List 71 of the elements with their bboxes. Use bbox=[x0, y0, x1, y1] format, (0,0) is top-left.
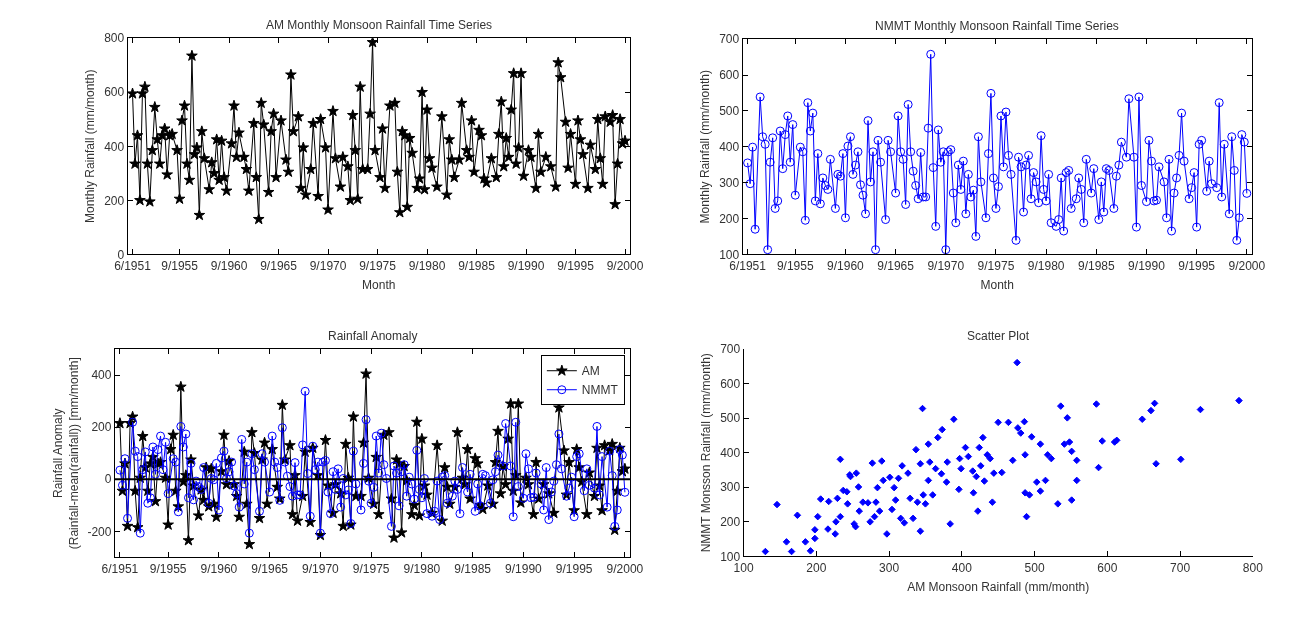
x-tick-label: 9/1990 bbox=[505, 561, 543, 576]
y-tick-label: 700 bbox=[720, 342, 741, 357]
y-tick-label: 500 bbox=[719, 104, 740, 119]
x-tick-label: 9/1995 bbox=[555, 561, 593, 576]
x-tick-label: 9/1960 bbox=[827, 258, 865, 273]
x-tick-label: 9/2000 bbox=[1228, 258, 1266, 273]
x-tick-label: 9/1985 bbox=[458, 258, 496, 273]
x-tick-label: 9/1970 bbox=[309, 258, 347, 273]
x-tick-label: 9/1995 bbox=[557, 258, 595, 273]
x-tick-label: 9/1970 bbox=[302, 561, 340, 576]
y-axis-title: Monthly Rainfall (mm/month) bbox=[698, 70, 713, 224]
y-tick-label: 400 bbox=[720, 445, 741, 460]
y-tick-label: 500 bbox=[720, 411, 741, 426]
chart-title: Rainfall Anomaly bbox=[328, 329, 418, 343]
x-tick-label: 9/1990 bbox=[1128, 258, 1166, 273]
y-tick-label: 200 bbox=[104, 193, 125, 208]
chart-title: NMMT Monthly Monsoon Rainfall Time Series bbox=[875, 19, 1119, 33]
y-tick-label: 600 bbox=[104, 85, 125, 100]
x-tick-label: 400 bbox=[951, 560, 973, 575]
x-tick-label: 9/1980 bbox=[408, 258, 446, 273]
x-tick-label: 800 bbox=[1242, 560, 1264, 575]
x-tick-label: 9/1980 bbox=[403, 561, 441, 576]
x-tick-label: 300 bbox=[879, 560, 900, 575]
chart-title: Scatter Plot bbox=[967, 329, 1030, 343]
y-tick-label: 200 bbox=[720, 515, 741, 530]
legend-label: NMMT bbox=[581, 383, 619, 398]
y-tick-label: 400 bbox=[104, 139, 125, 154]
x-axis-title: Month bbox=[362, 277, 396, 292]
x-tick-label: 9/2000 bbox=[606, 561, 644, 576]
x-tick-label: 200 bbox=[806, 560, 827, 575]
x-tick-label: 9/1985 bbox=[1077, 258, 1115, 273]
y-tick-label: 0 bbox=[104, 472, 112, 487]
y-tick-label: 600 bbox=[719, 68, 740, 83]
y-tick-label: -200 bbox=[87, 524, 112, 539]
y-axis-title: Rainfall Anomaly (Rainfall-mean(rainfall)) [mm/month] bbox=[51, 357, 81, 550]
x-tick-label: 9/1975 bbox=[977, 258, 1015, 273]
x-tick-label: 9/1990 bbox=[507, 258, 545, 273]
x-tick-label: 9/1955 bbox=[149, 561, 187, 576]
x-tick-label: 500 bbox=[1024, 560, 1045, 575]
x-axis-title: Month bbox=[980, 277, 1014, 292]
y-tick-label: 700 bbox=[719, 32, 740, 47]
x-tick-label: 9/1975 bbox=[359, 258, 397, 273]
x-tick-label: 700 bbox=[1170, 560, 1191, 575]
x-tick-label: 9/1980 bbox=[1027, 258, 1065, 273]
x-tick-label: 6/1951 bbox=[101, 561, 139, 576]
y-tick-label: 300 bbox=[719, 175, 740, 190]
x-tick-label: 9/1985 bbox=[454, 561, 492, 576]
y-tick-label: 800 bbox=[104, 31, 125, 46]
x-tick-label: 9/1995 bbox=[1178, 258, 1216, 273]
x-tick-label: 9/1960 bbox=[210, 258, 248, 273]
x-tick-label: 9/1975 bbox=[352, 561, 390, 576]
x-tick-label: 600 bbox=[1097, 560, 1118, 575]
x-tick-label: 9/2000 bbox=[606, 258, 644, 273]
y-tick-label: 200 bbox=[91, 420, 112, 435]
x-axis-title: AM Monsoon Rainfall (mm/month) bbox=[907, 579, 1090, 594]
y-axis-title: NMMT Monsson Rainfall (mm/month) bbox=[699, 353, 714, 553]
x-tick-label: 9/1955 bbox=[776, 258, 814, 273]
y-tick-label: 300 bbox=[720, 480, 741, 495]
y-tick-label: 400 bbox=[719, 139, 740, 154]
y-tick-label: 600 bbox=[720, 376, 741, 391]
x-tick-label: 9/1965 bbox=[251, 561, 289, 576]
x-tick-label: 9/1965 bbox=[260, 258, 298, 273]
x-tick-label: 9/1970 bbox=[927, 258, 965, 273]
x-tick-label: 9/1965 bbox=[877, 258, 915, 273]
legend-label: AM bbox=[581, 364, 600, 379]
y-tick-label: 200 bbox=[719, 211, 740, 226]
chart-title: AM Monthly Monsoon Rainfall Time Series bbox=[266, 18, 493, 32]
x-tick-label: 9/1955 bbox=[161, 258, 199, 273]
x-tick-label: 9/1960 bbox=[200, 561, 238, 576]
y-tick-label: 400 bbox=[91, 368, 112, 383]
y-axis-title: Monthly Rainfall (mm/month) bbox=[83, 69, 98, 223]
